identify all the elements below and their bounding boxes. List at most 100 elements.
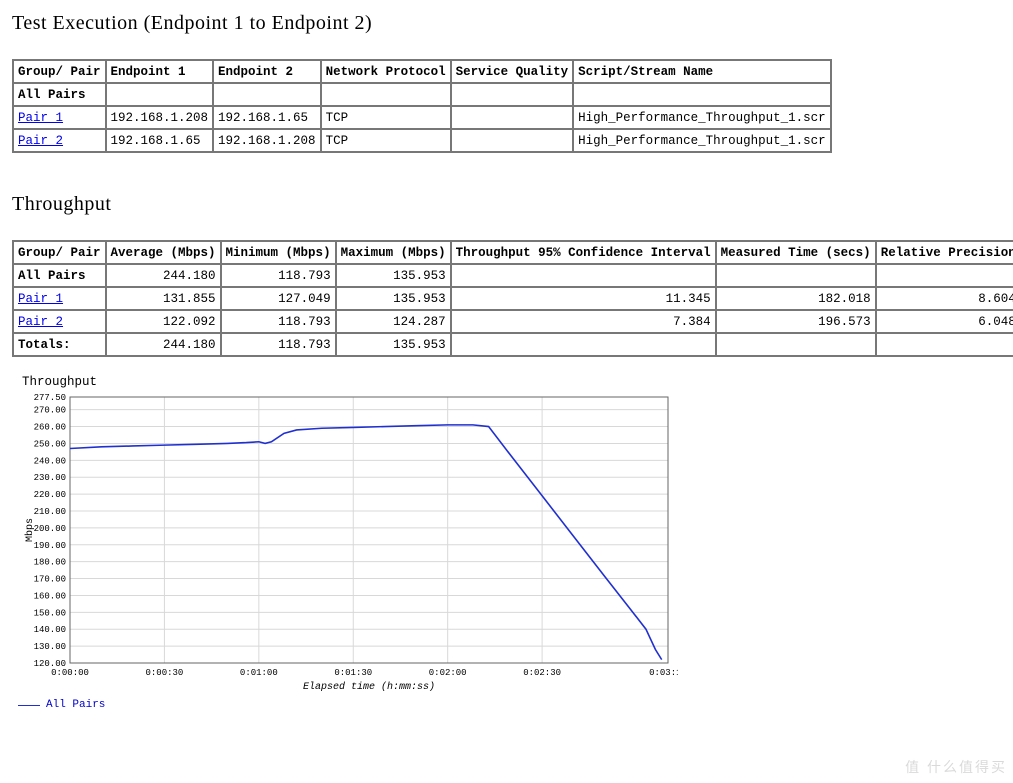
table-cell (451, 129, 574, 152)
table-cell: 11.345 (451, 287, 716, 310)
watermark: 值 什么值得买 (905, 757, 1007, 777)
table-cell (321, 83, 451, 106)
table-cell: 6.048 (876, 310, 1013, 333)
svg-text:240.00: 240.00 (34, 456, 66, 466)
table-cell (573, 83, 831, 106)
table-cell: 131.855 (106, 287, 221, 310)
table-header: Maximum (Mbps) (336, 241, 451, 264)
table-cell: TCP (321, 106, 451, 129)
table-header: Group/ Pair (13, 241, 106, 264)
pair-cell: Pair 2 (13, 310, 106, 333)
chart-legend: All Pairs (18, 699, 698, 711)
table-cell (876, 264, 1013, 287)
table-cell: 8.604 (876, 287, 1013, 310)
table-cell: TCP (321, 129, 451, 152)
table-header: Measured Time (secs) (716, 241, 876, 264)
table-cell (451, 83, 574, 106)
svg-text:0:00:30: 0:00:30 (146, 668, 184, 678)
svg-text:230.00: 230.00 (34, 473, 66, 483)
svg-text:220.00: 220.00 (34, 490, 66, 500)
svg-text:0:01:30: 0:01:30 (334, 668, 372, 678)
table-cell (451, 106, 574, 129)
table-row: Totals:244.180118.793135.953 (13, 333, 1013, 356)
svg-text:0:02:00: 0:02:00 (429, 668, 467, 678)
table-cell: 244.180 (106, 264, 221, 287)
svg-text:270.00: 270.00 (34, 406, 66, 416)
chart-title: Throughput (22, 375, 698, 389)
table-row: Pair 1 192.168.1.208192.168.1.65TCP High_P… (13, 106, 831, 129)
svg-text:190.00: 190.00 (34, 541, 66, 551)
pair-link[interactable]: Pair 2 (18, 134, 63, 148)
svg-text:210.00: 210.00 (34, 507, 66, 517)
legend-label: All Pairs (46, 699, 105, 711)
table-cell: 118.793 (221, 264, 336, 287)
table-cell (876, 333, 1013, 356)
table-cell: 7.384 (451, 310, 716, 333)
table-row: Pair 1 131.855127.049135.95311.345182.018… (13, 287, 1013, 310)
pair-cell: Pair 1 (13, 287, 106, 310)
svg-text:150.00: 150.00 (34, 608, 66, 618)
table-cell: High_Performance_Throughput_1.scr (573, 129, 831, 152)
pair-cell: Pair 2 (13, 129, 106, 152)
table-row: All Pairs244.180118.793135.953 (13, 264, 1013, 287)
pair-cell: Pair 1 (13, 106, 106, 129)
table-cell: 182.018 (716, 287, 876, 310)
table-header: Throughput 95% Confidence Interval (451, 241, 716, 264)
svg-text:0:00:00: 0:00:00 (51, 668, 89, 678)
table-header: Endpoint 1 (106, 60, 214, 83)
table-row: All Pairs (13, 83, 831, 106)
svg-text:170.00: 170.00 (34, 575, 66, 585)
svg-text:Mbps: Mbps (24, 518, 36, 542)
throughput-chart: 277.50270.00260.00250.00240.00230.00220.… (18, 391, 678, 691)
svg-text:0:01:00: 0:01:00 (240, 668, 278, 678)
table-cell: High_Performance_Throughput_1.scr (573, 106, 831, 129)
section-title-test-execution: Test Execution (Endpoint 1 to Endpoint 2… (12, 12, 1001, 35)
table-cell (716, 264, 876, 287)
legend-swatch (18, 705, 40, 706)
table-header: Network Protocol (321, 60, 451, 83)
table-cell: 192.168.1.208 (106, 106, 214, 129)
svg-text:200.00: 200.00 (34, 524, 66, 534)
pair-cell: All Pairs (13, 264, 106, 287)
table-header: Minimum (Mbps) (221, 241, 336, 264)
table-cell: 135.953 (336, 287, 451, 310)
pair-link[interactable]: Pair 1 (18, 111, 63, 125)
table-header: Average (Mbps) (106, 241, 221, 264)
table-cell: 192.168.1.208 (213, 129, 321, 152)
table-cell: 118.793 (221, 310, 336, 333)
table-cell (451, 264, 716, 287)
table-cell (451, 333, 716, 356)
table-cell: 127.049 (221, 287, 336, 310)
svg-text:0:02:30: 0:02:30 (523, 668, 561, 678)
table-cell: 122.092 (106, 310, 221, 333)
table-cell (716, 333, 876, 356)
svg-text:140.00: 140.00 (34, 625, 66, 635)
svg-text:180.00: 180.00 (34, 558, 66, 568)
table-row: Pair 2 192.168.1.65192.168.1.208TCP High_P… (13, 129, 831, 152)
pair-cell: All Pairs (13, 83, 106, 106)
test-execution-table: Group/ PairEndpoint 1Endpoint 2Network P… (12, 59, 832, 153)
table-cell: 192.168.1.65 (106, 129, 214, 152)
svg-text:130.00: 130.00 (34, 642, 66, 652)
svg-text:160.00: 160.00 (34, 591, 66, 601)
table-row: Pair 2 122.092118.793124.2877.384196.5736… (13, 310, 1013, 333)
pair-cell: Totals: (13, 333, 106, 356)
table-header: Relative Precision (876, 241, 1013, 264)
svg-text:Elapsed time (h:mm:ss): Elapsed time (h:mm:ss) (303, 681, 435, 691)
table-cell: 135.953 (336, 333, 451, 356)
pair-link[interactable]: Pair 1 (18, 292, 63, 306)
table-header: Script/Stream Name (573, 60, 831, 83)
table-cell: 124.287 (336, 310, 451, 333)
table-header: Service Quality (451, 60, 574, 83)
table-header: Endpoint 2 (213, 60, 321, 83)
svg-text:277.50: 277.50 (34, 393, 66, 403)
svg-text:260.00: 260.00 (34, 423, 66, 433)
table-cell: 196.573 (716, 310, 876, 333)
table-cell (213, 83, 321, 106)
pair-link[interactable]: Pair 2 (18, 315, 63, 329)
table-cell (106, 83, 214, 106)
table-cell: 118.793 (221, 333, 336, 356)
table-cell: 192.168.1.65 (213, 106, 321, 129)
section-title-throughput: Throughput (12, 193, 1001, 216)
table-cell: 244.180 (106, 333, 221, 356)
